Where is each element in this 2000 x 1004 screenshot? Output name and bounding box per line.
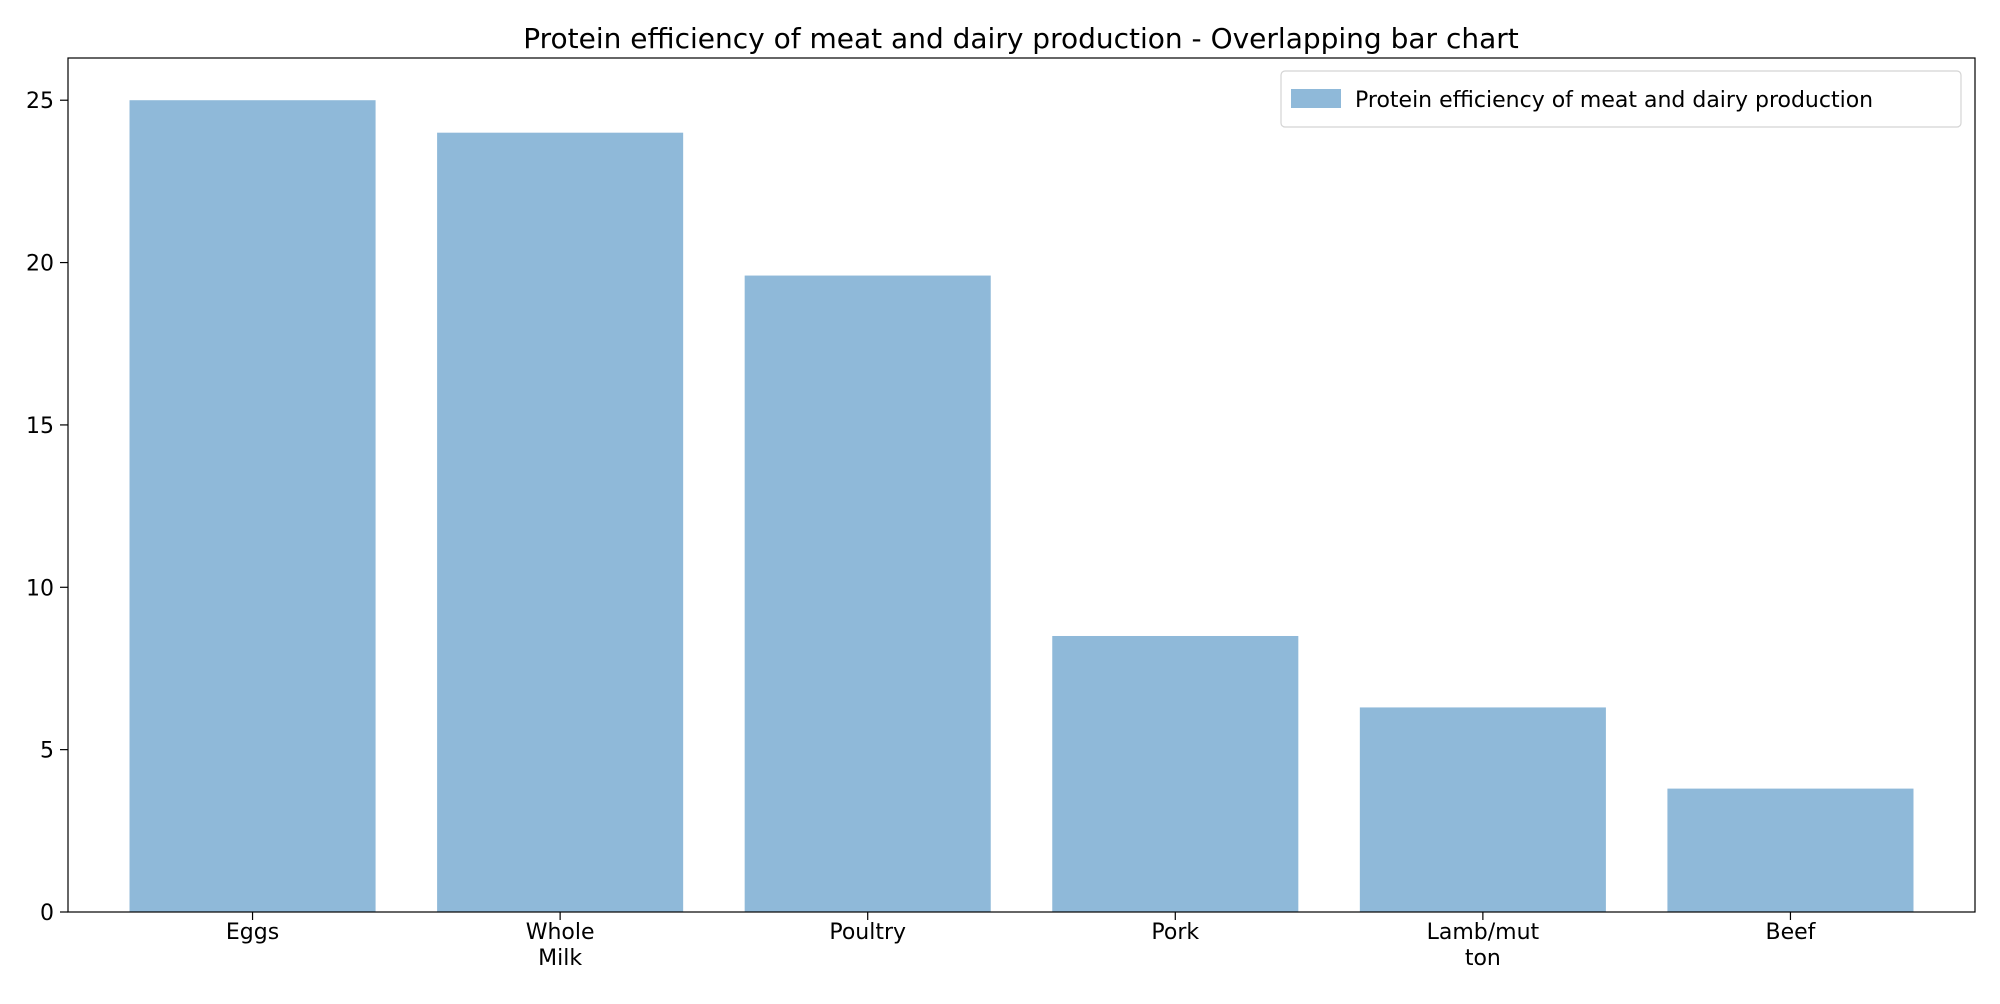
- bar: [129, 100, 376, 912]
- bars-layer: [129, 100, 1914, 912]
- bar: [1359, 707, 1606, 912]
- bar: [1052, 635, 1299, 912]
- legend: Protein efficiency of meat and dairy pro…: [1280, 70, 1962, 128]
- plot-frame: [67, 57, 1976, 913]
- x-tick-label: Beef: [1765, 920, 1816, 945]
- x-tick-label: Pork: [1151, 920, 1199, 945]
- y-tick-label: 15: [26, 414, 54, 439]
- bar: [1667, 788, 1914, 912]
- x-tick-label: Poultry: [829, 920, 906, 945]
- x-tick-label: Eggs: [226, 920, 279, 945]
- legend-label: Protein efficiency of meat and dairy pro…: [1355, 88, 1873, 113]
- y-tick-label: 10: [26, 576, 54, 601]
- y-tick-label: 25: [26, 89, 54, 114]
- bar: [437, 132, 684, 912]
- x-tick-label: Whole Milk: [526, 920, 595, 971]
- legend-box: [1280, 70, 1962, 128]
- chart-title: Protein efficiency of meat and dairy pro…: [523, 22, 1518, 55]
- y-tick-label: 20: [26, 252, 54, 277]
- bar: [744, 275, 991, 912]
- axes-layer: 0 5 10 15 20 25 Eggs Whole Milk Poultry Pork Lamb/m…: [26, 57, 1976, 971]
- y-tick-label: 0: [40, 901, 54, 926]
- legend-swatch: [1291, 89, 1341, 108]
- x-tick-label: Lamb/mut ton: [1427, 920, 1540, 971]
- y-tick-label: 5: [40, 739, 54, 764]
